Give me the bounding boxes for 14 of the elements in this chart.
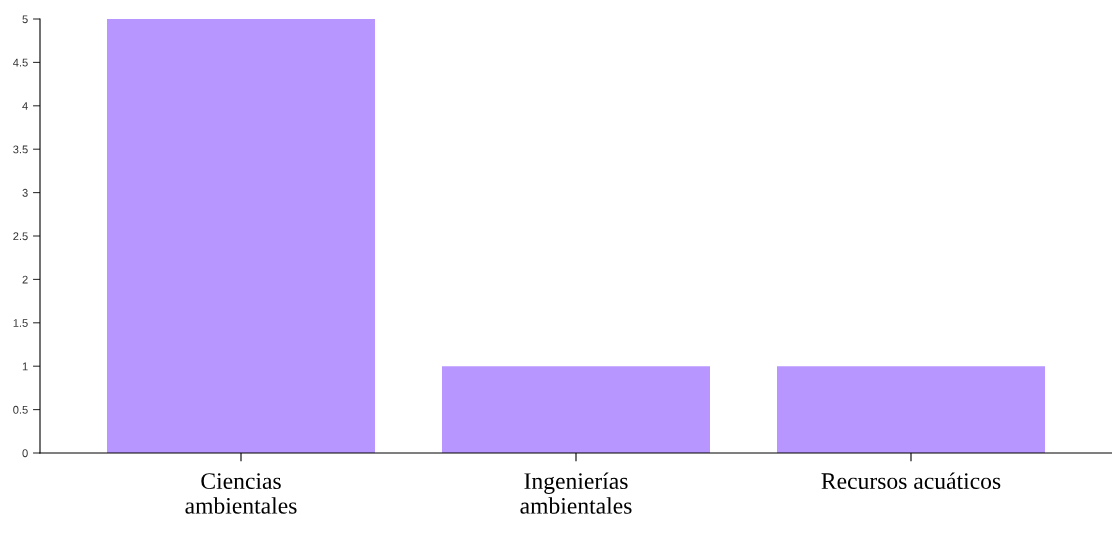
y-tick-label: 2.5 (13, 232, 28, 241)
y-tick-label: 1.5 (13, 319, 28, 327)
y-tick-label: 1 (22, 362, 28, 371)
y-tick-label: 0.5 (13, 405, 28, 414)
y-tick-label: 2 (22, 275, 28, 284)
y-tick-label: 4.5 (13, 58, 28, 67)
y-tick-label: 3.5 (13, 145, 28, 154)
x-tick-label: Recursos acuáticos (821, 472, 1001, 490)
y-tick-label: 3 (22, 188, 28, 197)
x-tick-label: Ciencias ambientales (185, 473, 297, 514)
y-tick-label: 5 (22, 15, 28, 24)
y-tick-label: 4 (22, 102, 28, 110)
x-tick-label: Ingenierías ambientales (520, 472, 632, 514)
y-tick-label: 0 (22, 449, 28, 458)
